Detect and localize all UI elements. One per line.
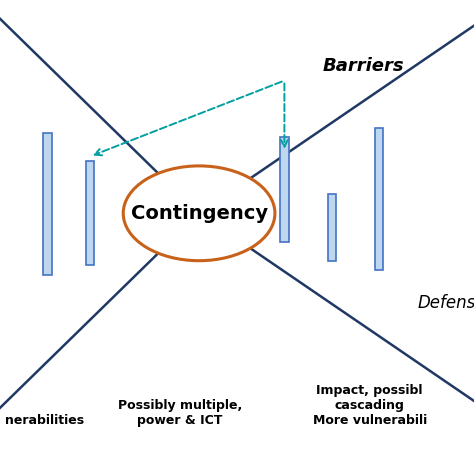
Text: nerabilities: nerabilities <box>5 414 84 427</box>
Text: Possibly multiple,
power & ICT: Possibly multiple, power & ICT <box>118 399 242 427</box>
Bar <box>280 137 289 242</box>
Text: Impact, possibl
cascading
More vulnerabili: Impact, possibl cascading More vulnerabi… <box>312 383 427 427</box>
Ellipse shape <box>123 166 275 261</box>
Text: Contingency: Contingency <box>130 204 268 223</box>
Bar <box>328 194 336 261</box>
Bar <box>43 133 52 275</box>
Text: Barriers: Barriers <box>322 57 404 75</box>
Text: Defense: Defense <box>417 294 474 312</box>
Bar <box>375 128 383 270</box>
Bar <box>86 161 94 265</box>
